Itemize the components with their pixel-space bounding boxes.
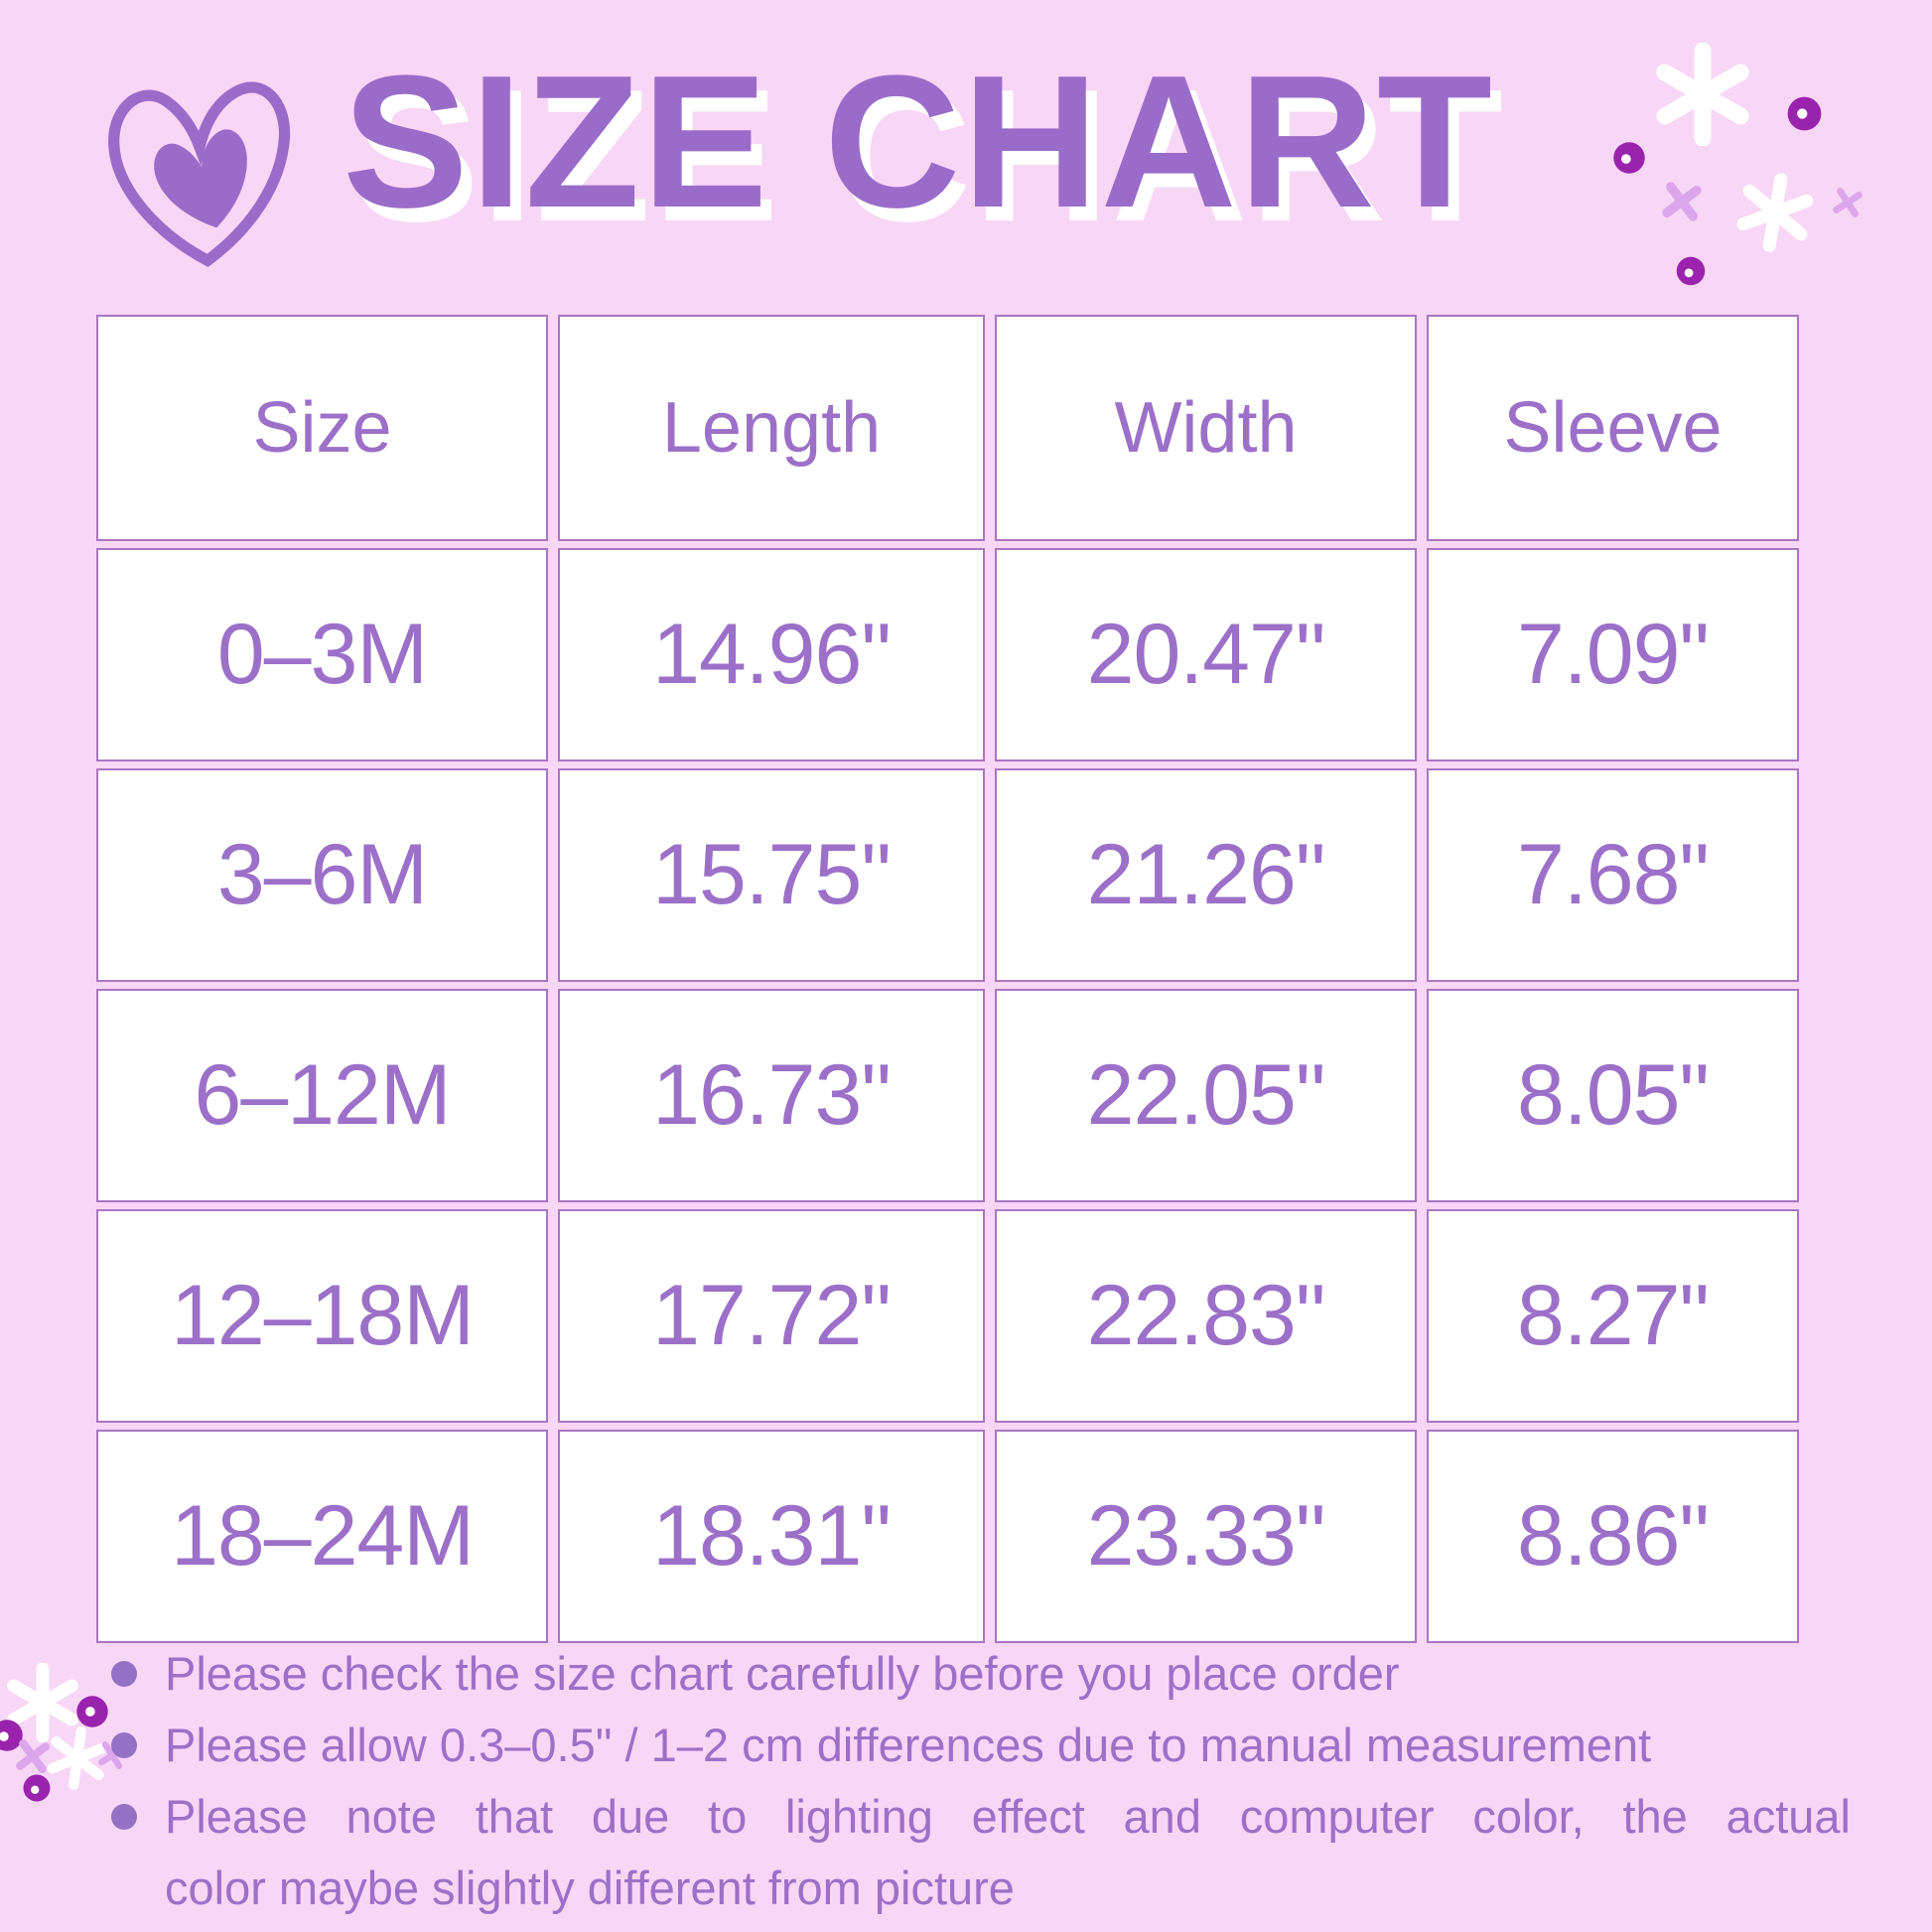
table-cell: 15.75" (558, 768, 985, 982)
sparkle-asterisk-icon (1651, 43, 1754, 146)
sparkle-asterisk-icon (1729, 167, 1822, 259)
sparkle-dot-icon (19, 1770, 55, 1806)
sparkle-dot-icon (71, 1691, 113, 1732)
page-title: SIZE CHART (343, 37, 1494, 247)
note-line: Please note that due to lighting effect … (165, 1790, 1851, 1843)
table-cell: 8.05" (1427, 989, 1799, 1202)
table-cell: 6–12M (96, 989, 548, 1202)
note-bullet (111, 1732, 137, 1758)
sparkle-x-icon (1657, 177, 1707, 226)
header-cell-length: Length (558, 315, 985, 541)
table-cell: 0–3M (96, 548, 548, 761)
table-cell: 22.05" (995, 989, 1417, 1202)
note-text: Please allow 0.3–0.5" / 1–2 cm differenc… (165, 1710, 1851, 1781)
note-item: Please check the size chart carefully be… (111, 1638, 1851, 1710)
note-item: Please allow 0.3–0.5" / 1–2 cm differenc… (111, 1710, 1851, 1781)
sparkle-dot-icon (1608, 137, 1650, 179)
sparkle-dot-icon (0, 1715, 28, 1756)
note-text: Please note that due to lighting effect … (165, 1781, 1851, 1924)
table-cell: 7.09" (1427, 548, 1799, 761)
table-cell: 12–18M (96, 1209, 548, 1423)
table-cell: 7.68" (1427, 768, 1799, 982)
header-cell-size: Size (96, 315, 548, 541)
note-bullet (111, 1804, 137, 1830)
sparkle-dot-icon (1782, 91, 1827, 136)
sparkle-dot-icon (1672, 252, 1710, 290)
sparkle-asterisk-icon (42, 1723, 113, 1794)
note-text: Please check the size chart carefully be… (165, 1638, 1851, 1710)
table-cell: 16.73" (558, 989, 985, 1202)
table-cell: 22.83" (995, 1209, 1417, 1423)
heart-doodle-icon (108, 81, 291, 267)
table-cell: 8.27" (1427, 1209, 1799, 1423)
header-cell-sleeve: Sleeve (1427, 315, 1799, 541)
note-bullet (111, 1661, 137, 1687)
note-line: Please allow 0.3–0.5" / 1–2 cm differenc… (165, 1719, 1652, 1771)
note-item: Please note that due to lighting effect … (111, 1781, 1851, 1924)
table-cell: 18.31" (558, 1430, 985, 1643)
table-cell: 3–6M (96, 768, 548, 982)
size-table: Size Length Width Sleeve 0–3M 14.96" 20.47" 7.0… (96, 315, 1799, 1643)
table-cell: 8.86" (1427, 1430, 1799, 1643)
notes-list: Please check the size chart carefully be… (111, 1638, 1851, 1924)
header-cell-width: Width (995, 315, 1417, 541)
table-cell: 18–24M (96, 1430, 548, 1643)
sparkle-x-icon (12, 1735, 55, 1778)
note-line: color maybe slightly different from pict… (165, 1862, 1015, 1914)
table-cell: 23.33" (995, 1430, 1417, 1643)
table-cell: 14.96" (558, 548, 985, 761)
note-line: Please check the size chart carefully be… (165, 1647, 1400, 1700)
table-cell: 21.26" (995, 768, 1417, 982)
sparkle-asterisk-icon (3, 1663, 82, 1742)
table-cell: 20.47" (995, 548, 1417, 761)
table-cell: 17.72" (558, 1209, 985, 1423)
sparkle-x-icon (1829, 184, 1866, 221)
